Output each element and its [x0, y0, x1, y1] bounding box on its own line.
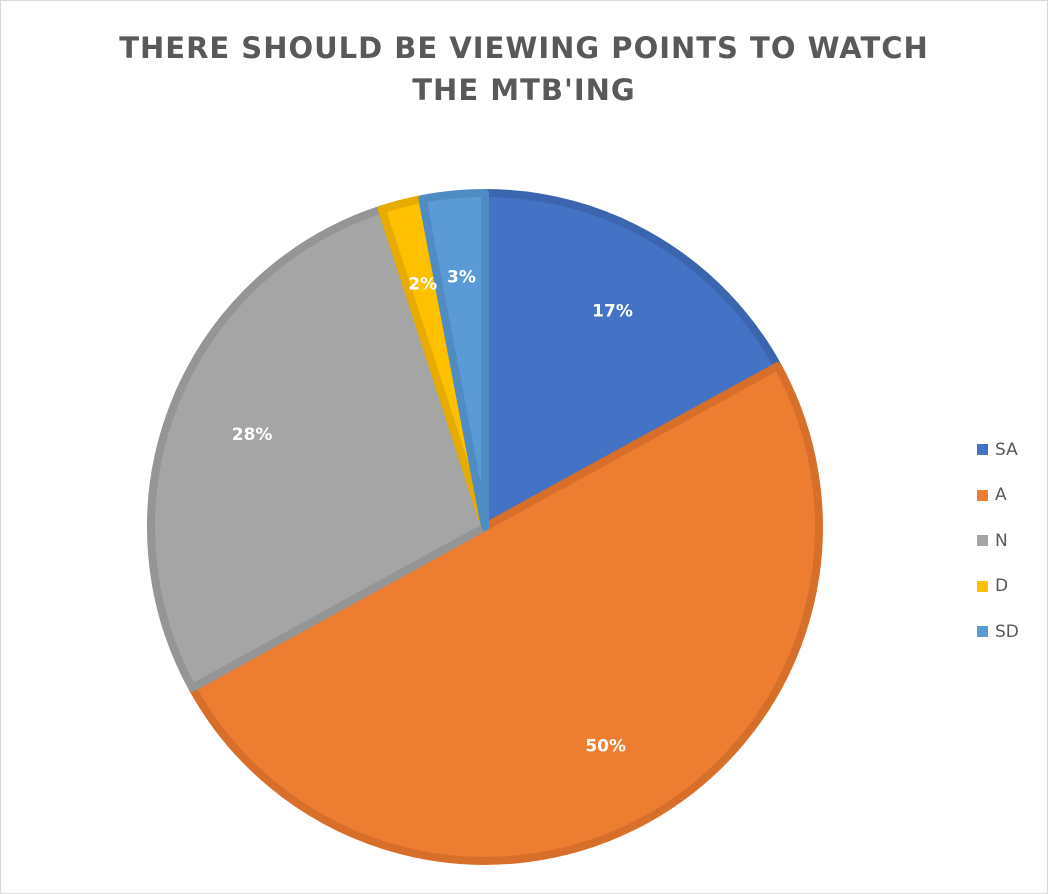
- legend-swatch-d: [977, 580, 988, 592]
- data-label-sd: 3%: [447, 268, 476, 288]
- legend-swatch-sd: [977, 626, 988, 638]
- chart-title-line-2: THE MTB'ING: [412, 73, 636, 107]
- data-label-a: 50%: [585, 737, 626, 757]
- legend: SA A N D SD: [977, 427, 1019, 655]
- data-label-sa: 17%: [592, 301, 633, 321]
- pie-slice-a: [188, 362, 823, 865]
- pie-slice-sa: [481, 189, 782, 531]
- legend-swatch-sa: [977, 444, 988, 456]
- legend-item-d: D: [977, 564, 1019, 610]
- legend-label-a: A: [995, 485, 1007, 506]
- legend-label-n: N: [995, 530, 1008, 551]
- pie-slice-n: [147, 205, 489, 692]
- chart-title-line-1: THERE SHOULD BE VIEWING POINTS TO WATCH: [119, 31, 929, 65]
- legend-swatch-n: [977, 535, 988, 547]
- pie-slice-sd: [418, 189, 489, 531]
- legend-item-sd: SD: [977, 609, 1019, 655]
- legend-label-sd: SD: [995, 621, 1019, 642]
- legend-item-sa: SA: [977, 427, 1019, 473]
- legend-swatch-a: [977, 489, 988, 501]
- legend-label-sa: SA: [995, 439, 1018, 460]
- chart-title: THERE SHOULD BE VIEWING POINTS TO WATCH …: [1, 27, 1047, 111]
- legend-item-n: N: [977, 518, 1019, 564]
- legend-item-a: A: [977, 473, 1019, 519]
- data-label-n: 28%: [232, 425, 273, 445]
- legend-label-d: D: [995, 576, 1009, 597]
- data-label-d: 2%: [408, 274, 437, 294]
